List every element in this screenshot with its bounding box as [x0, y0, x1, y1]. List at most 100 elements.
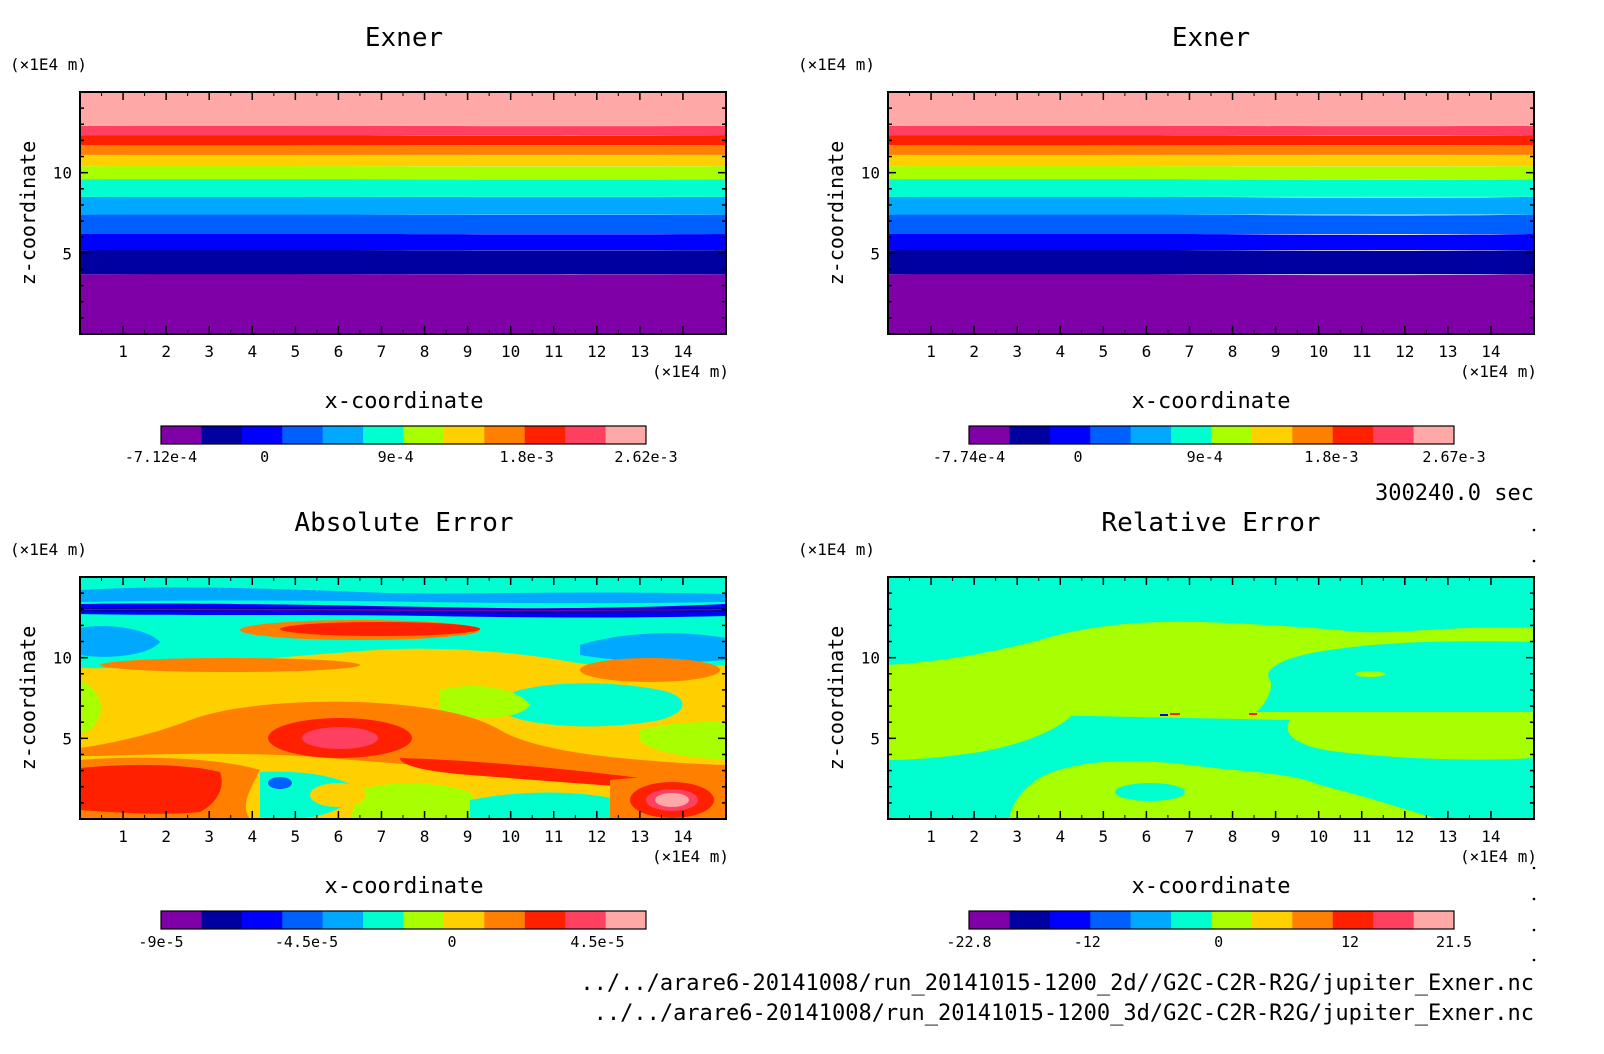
- margin-dots: [1532, 528, 1536, 962]
- field-region: [350, 783, 475, 819]
- colorbar-swatch: [1413, 426, 1455, 444]
- field-band: [80, 178, 726, 197]
- x-unit-label: (×1E4 m): [652, 847, 729, 866]
- colorbar-swatch: [363, 911, 404, 929]
- colorbar-swatch: [1130, 426, 1172, 444]
- x-tick-label: 8: [1228, 342, 1238, 361]
- field-band: [888, 125, 1534, 136]
- dot: [1532, 897, 1536, 901]
- x-tick-label: 10: [501, 342, 520, 361]
- x-tick-label: 3: [1012, 827, 1022, 846]
- x-tick-label: 5: [1099, 827, 1109, 846]
- z-tick-label: 10: [861, 649, 880, 668]
- colorbar-swatch: [1009, 426, 1051, 444]
- colorbar-swatch: [1049, 426, 1091, 444]
- colorbar-swatch: [969, 911, 1010, 929]
- z-unit-label: (×1E4 m): [10, 55, 87, 74]
- x-tick-label: 4: [1055, 827, 1065, 846]
- colorbar-swatch: [403, 911, 445, 929]
- x-axis-label: x-coordinate: [325, 874, 484, 899]
- x-tick-label: 9: [463, 827, 473, 846]
- z-tick-label: 5: [62, 244, 72, 263]
- panel-title: Relative Error: [1101, 508, 1320, 538]
- field-region: [888, 712, 1075, 760]
- field-region: [302, 727, 378, 749]
- field-region: [580, 633, 726, 663]
- z-tick-label: 5: [62, 729, 72, 748]
- x-tick-label: 3: [204, 827, 214, 846]
- field-region: [80, 608, 726, 611]
- colorbar-tick-label: -7.74e-4: [933, 448, 1005, 466]
- colorbar-swatch: [1090, 911, 1132, 929]
- x-axis-label: x-coordinate: [325, 389, 484, 414]
- colorbar-tick-label: 0: [1214, 933, 1223, 951]
- x-tick-label: 6: [334, 827, 344, 846]
- colorbar-swatch: [605, 426, 647, 444]
- colorbar-swatch: [1130, 911, 1172, 929]
- x-tick-label: 9: [463, 342, 473, 361]
- field-band: [80, 154, 726, 167]
- z-unit-label: (×1E4 m): [798, 540, 875, 559]
- colorbar-tick-label: 0: [1073, 448, 1082, 466]
- field-band: [888, 165, 1534, 180]
- x-tick-label: 8: [1228, 827, 1238, 846]
- field-region: [1170, 713, 1180, 715]
- x-tick-label: 6: [1142, 342, 1152, 361]
- heatmap-field: [80, 577, 726, 819]
- dot: [1532, 559, 1536, 563]
- x-tick-label: 4: [1055, 342, 1065, 361]
- x-tick-label: 11: [544, 827, 563, 846]
- colorbar-frame: [160, 910, 647, 930]
- field-region: [501, 683, 683, 727]
- x-tick-label: 7: [1185, 342, 1195, 361]
- colorbar-swatch: [241, 911, 283, 929]
- y-axis-label: z-coordinate: [16, 141, 40, 286]
- x-tick-label: 7: [1185, 827, 1195, 846]
- colorbar: -7.12e-4 0 9e-4 1.8e-3 2.62e-3: [125, 425, 678, 466]
- colorbar-swatch: [565, 426, 607, 444]
- colorbar-swatch: [1413, 911, 1455, 929]
- field-region: [268, 777, 292, 789]
- colorbar-swatch: [1373, 426, 1415, 444]
- file-path-1: ../../arare6-20141008/run_20141015-1200_…: [580, 971, 1534, 996]
- colorbar-swatch: [1171, 426, 1212, 444]
- x-tick-label: 1: [118, 342, 128, 361]
- colorbar-frame: [968, 425, 1455, 445]
- colorbar-swatch: [1251, 426, 1293, 444]
- x-tick-label: 12: [1395, 827, 1414, 846]
- x-tick-label: 13: [1438, 342, 1457, 361]
- field-band: [80, 135, 726, 146]
- field-band: [80, 233, 726, 251]
- colorbar-swatch: [403, 426, 445, 444]
- colorbar-swatch: [161, 911, 202, 929]
- dot: [1532, 528, 1536, 532]
- z-unit-label: (×1E4 m): [798, 55, 875, 74]
- x-axis-label: x-coordinate: [1132, 389, 1291, 414]
- x-tick-label: 1: [926, 827, 936, 846]
- field-region: [80, 625, 160, 657]
- field-band: [888, 92, 1534, 126]
- field-region: [1249, 713, 1257, 715]
- colorbar-swatch: [1090, 426, 1132, 444]
- heatmap-field: [80, 92, 726, 334]
- x-tick-label: 3: [1012, 342, 1022, 361]
- x-unit-label: (×1E4 m): [1460, 362, 1537, 381]
- colorbar-tick-label: 21.5: [1436, 933, 1472, 951]
- x-tick-label: 12: [1395, 342, 1414, 361]
- x-tick-label: 14: [1481, 827, 1500, 846]
- colorbar-tick-label: 12: [1341, 933, 1359, 951]
- colorbar-swatch: [1211, 911, 1253, 929]
- x-tick-label: 13: [1438, 827, 1457, 846]
- x-tick-label: 10: [1309, 827, 1328, 846]
- heatmap-field: [888, 92, 1534, 334]
- dot: [1532, 866, 1536, 870]
- field-band: [80, 144, 726, 155]
- z-tick-label: 10: [861, 164, 880, 183]
- field-region: [888, 621, 1534, 712]
- field-band: [80, 214, 726, 234]
- field-band: [888, 249, 1534, 275]
